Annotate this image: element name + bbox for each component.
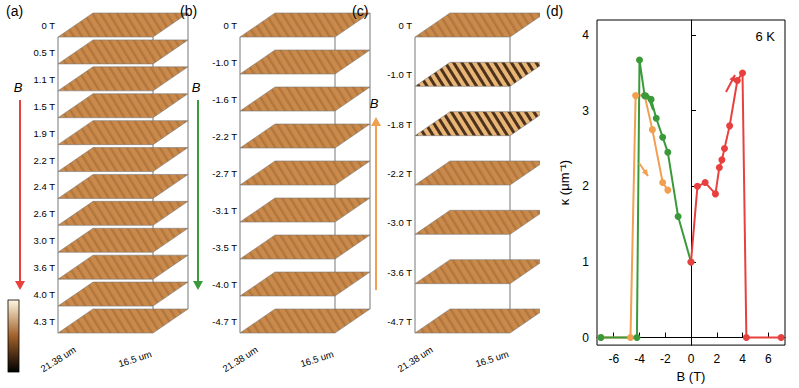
svg-text:(c): (c) — [352, 3, 368, 19]
svg-text:-2.2 T: -2.2 T — [387, 168, 412, 179]
svg-text:-3.6 T: -3.6 T — [387, 267, 412, 278]
svg-text:4: 4 — [582, 28, 589, 42]
svg-text:2.2 T: 2.2 T — [34, 155, 56, 166]
svg-text:16.5 um: 16.5 um — [117, 348, 153, 369]
svg-text:-1.6 T: -1.6 T — [212, 94, 237, 105]
svg-text:-4.7 T: -4.7 T — [212, 316, 237, 327]
svg-text:0 T: 0 T — [223, 20, 237, 31]
svg-text:0: 0 — [688, 352, 695, 366]
svg-text:B (T): B (T) — [677, 369, 706, 384]
svg-text:1.9 T: 1.9 T — [34, 128, 56, 139]
svg-text:-4: -4 — [634, 352, 645, 366]
svg-text:2: 2 — [713, 352, 720, 366]
svg-text:21.38 um: 21.38 um — [395, 344, 434, 374]
svg-text:2.6 T: 2.6 T — [34, 208, 56, 219]
svg-text:-4.0 T: -4.0 T — [212, 279, 237, 290]
svg-text:(d): (d) — [546, 3, 563, 19]
svg-text:κ (μm⁻¹): κ (μm⁻¹) — [557, 160, 572, 205]
svg-text:16.5 um: 16.5 um — [474, 348, 510, 369]
svg-text:-3.5 T: -3.5 T — [212, 242, 237, 253]
svg-text:16.5 um: 16.5 um — [299, 348, 335, 369]
svg-text:1: 1 — [582, 255, 589, 269]
svg-text:6 K: 6 K — [755, 29, 775, 44]
svg-text:2: 2 — [582, 179, 589, 193]
svg-text:21.38 um: 21.38 um — [220, 344, 259, 374]
svg-text:-1.0 T: -1.0 T — [212, 57, 237, 68]
svg-text:6: 6 — [765, 352, 772, 366]
svg-text:0 T: 0 T — [41, 20, 55, 31]
svg-text:3: 3 — [582, 104, 589, 118]
svg-text:0 T: 0 T — [398, 20, 412, 31]
svg-text:0.5 T: 0.5 T — [34, 47, 56, 58]
svg-text:-4.7 T: -4.7 T — [387, 316, 412, 327]
svg-text:3.6 T: 3.6 T — [34, 262, 56, 273]
svg-text:-3.0 T: -3.0 T — [387, 217, 412, 228]
svg-text:1.1 T: 1.1 T — [34, 74, 56, 85]
svg-text:-1.8 T: -1.8 T — [387, 119, 412, 130]
svg-text:B: B — [370, 96, 379, 111]
svg-text:B: B — [14, 80, 23, 95]
svg-text:-1.0 T: -1.0 T — [387, 69, 412, 80]
svg-text:-6: -6 — [608, 352, 619, 366]
svg-text:3.0 T: 3.0 T — [34, 235, 56, 246]
svg-text:4.3 T: 4.3 T — [34, 316, 56, 327]
svg-text:4: 4 — [739, 352, 746, 366]
svg-text:-2.2 T: -2.2 T — [212, 131, 237, 142]
svg-text:4.0 T: 4.0 T — [34, 289, 56, 300]
svg-text:(a): (a) — [6, 3, 23, 19]
svg-text:-2.7 T: -2.7 T — [212, 168, 237, 179]
svg-text:2.4 T: 2.4 T — [34, 181, 56, 192]
svg-text:0: 0 — [582, 331, 589, 345]
svg-text:-3.1 T: -3.1 T — [212, 205, 237, 216]
svg-text:1.5 T: 1.5 T — [34, 101, 56, 112]
svg-text:B: B — [192, 80, 201, 95]
svg-text:21.38 um: 21.38 um — [38, 344, 77, 374]
svg-text:(b): (b) — [180, 3, 197, 19]
svg-text:-2: -2 — [660, 352, 671, 366]
